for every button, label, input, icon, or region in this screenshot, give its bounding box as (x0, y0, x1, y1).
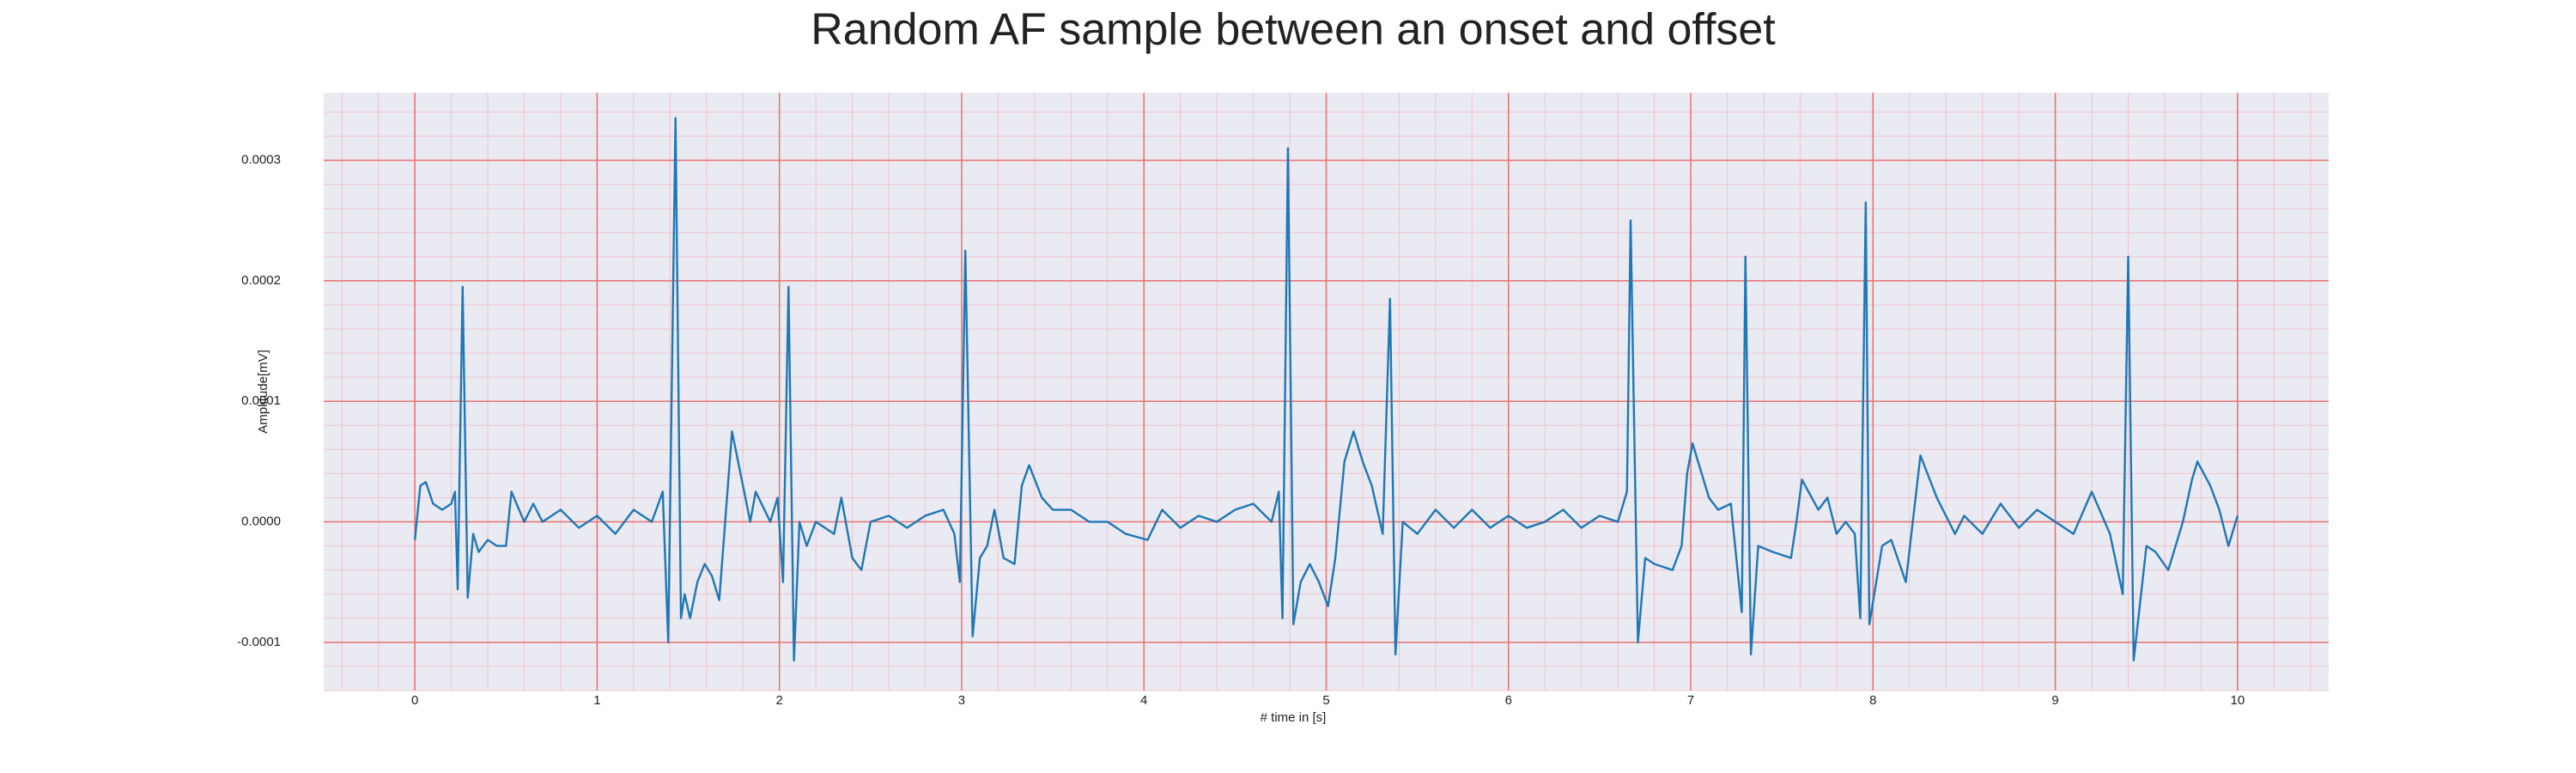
x-tick-label: 5 (1322, 693, 1329, 708)
y-tick-label: -0.0001 (237, 635, 281, 649)
x-tick-label: 7 (1687, 693, 1694, 708)
y-tick-label: 0.0003 (241, 153, 281, 167)
y-tick-label: 0.0002 (241, 273, 281, 288)
x-tick-label: 9 (2051, 693, 2058, 708)
x-tick-label: 3 (958, 693, 965, 708)
y-tick-label: 0.0000 (241, 514, 281, 529)
x-tick-label: 10 (2231, 693, 2245, 708)
x-tick-label: 2 (776, 693, 783, 708)
y-axis-label: Amplitude[mV] (256, 350, 270, 434)
chart-title: Random AF sample between an onset and of… (811, 5, 1776, 55)
x-tick-label: 0 (411, 693, 418, 708)
x-tick-label: 1 (593, 693, 600, 708)
signal-line (413, 117, 2239, 662)
x-tick-label: 6 (1505, 693, 1512, 708)
x-tick-label: 8 (1869, 693, 1876, 708)
x-tick-label: 4 (1140, 693, 1147, 708)
x-axis-label: # time in [s] (1261, 710, 1327, 725)
y-tick-label: 0.0001 (241, 393, 281, 408)
